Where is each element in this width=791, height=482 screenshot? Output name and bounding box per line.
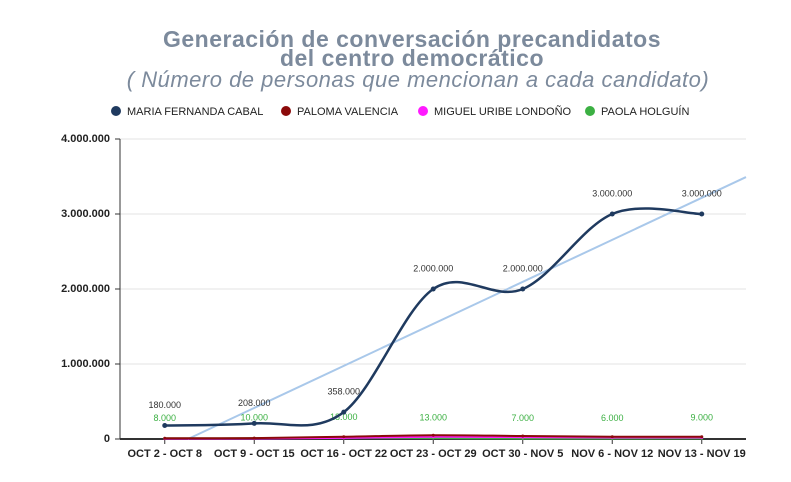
legend-marker [281, 106, 291, 116]
x-tick-label: NOV 6 - NOV 12 [571, 448, 653, 460]
data-point [609, 211, 615, 217]
legend-label: PAOLA HOLGUÍN [601, 105, 689, 118]
x-tick-label: NOV 13 - NOV 19 [658, 448, 746, 460]
x-tick-label: OCT 16 - OCT 22 [300, 448, 387, 460]
value-label: 3.000.000 [592, 188, 632, 198]
data-point [610, 435, 614, 439]
x-tick-label: OCT 2 - OCT 8 [127, 448, 202, 460]
chart-title: Generación de conversación precandidatos [163, 26, 661, 52]
trendline [187, 176, 747, 440]
chart-subtitle: ( Número de personas que mencionan a cad… [127, 67, 709, 92]
value-label: 18.000 [330, 412, 358, 422]
data-point [521, 434, 525, 438]
legend-marker [418, 106, 428, 116]
value-label: 358.000 [327, 387, 360, 397]
x-tick-label: OCT 30 - NOV 5 [482, 448, 563, 460]
value-label: 9.000 [690, 413, 713, 423]
legend-label: PALOMA VALENCIA [297, 106, 399, 118]
legend-marker [585, 106, 595, 116]
value-label: 13.000 [419, 412, 447, 422]
value-label: 10.000 [240, 413, 268, 423]
data-point [431, 433, 435, 437]
data-point [252, 436, 256, 440]
value-label: 2.000.000 [503, 263, 543, 273]
data-point [520, 286, 526, 292]
data-point [700, 435, 704, 439]
value-label: 7.000 [511, 413, 534, 423]
value-label: 6.000 [601, 413, 624, 423]
legend-marker [111, 106, 121, 116]
y-tick-label: 0 [104, 433, 110, 445]
data-point [341, 409, 347, 415]
y-tick-label: 3.000.000 [61, 208, 110, 220]
data-point [342, 435, 346, 439]
series-line [164, 207, 702, 427]
value-label: 2.000.000 [413, 263, 453, 273]
data-point [430, 286, 436, 292]
data-point [699, 211, 705, 217]
value-label: 8.000 [153, 413, 176, 423]
y-tick-label: 2.000.000 [61, 283, 110, 295]
x-tick-label: OCT 9 - OCT 15 [214, 448, 295, 460]
data-point [163, 436, 167, 440]
value-label: 3.000.000 [682, 188, 722, 198]
value-label: 180.000 [148, 400, 181, 410]
y-tick-label: 4.000.000 [61, 133, 110, 145]
x-tick-label: OCT 23 - OCT 29 [390, 448, 477, 460]
chart-title: del centro democrático [280, 45, 544, 71]
legend-label: MARIA FERNANDA CABAL [127, 106, 263, 118]
legend-label: MIGUEL URIBE LONDOÑO [434, 105, 572, 118]
data-point [251, 420, 257, 426]
value-label: 208.000 [238, 398, 271, 408]
data-point [162, 423, 168, 428]
y-tick-label: 1.000.000 [61, 358, 110, 370]
